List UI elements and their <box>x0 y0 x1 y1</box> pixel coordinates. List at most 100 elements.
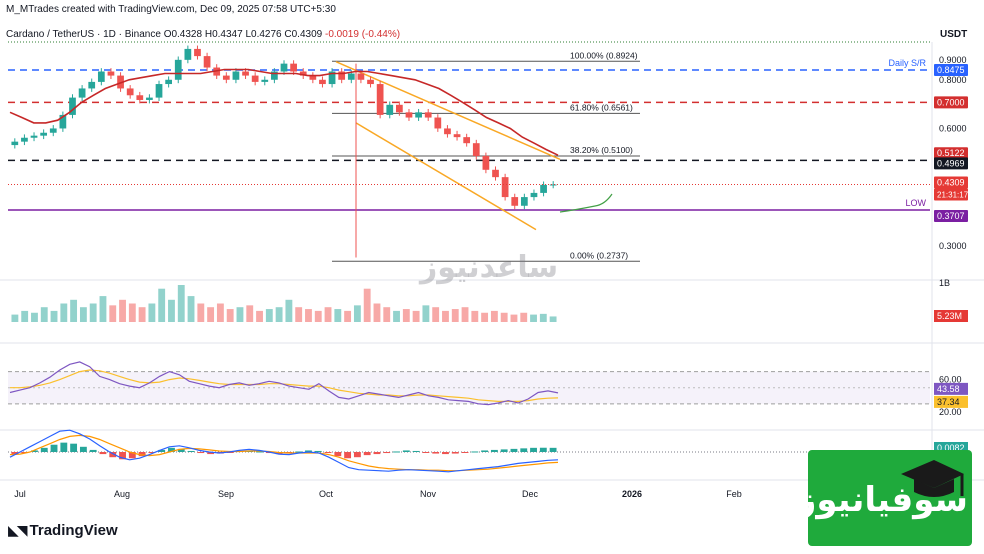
candle-body <box>405 112 413 118</box>
time-axis-tick-7: Feb <box>726 489 742 499</box>
rsi-line <box>9 361 559 406</box>
volume-bar <box>246 305 254 322</box>
volume-tag: 5.23M <box>937 311 962 321</box>
volume-bar <box>256 310 263 322</box>
volume-bar <box>314 310 322 322</box>
candle-body <box>271 71 278 80</box>
volume-bar <box>432 307 440 322</box>
price-tag-5: 21:31:17 <box>937 190 969 199</box>
volume-bar <box>168 299 175 322</box>
price-tag-bg-6 <box>934 209 968 222</box>
fib-label-3: 0.00% (0.2737) <box>570 250 628 260</box>
macd-histogram-bar <box>11 452 19 455</box>
volume-bar <box>471 310 479 322</box>
volume-bar <box>393 310 400 322</box>
rsi-axis-tick-1: 20.00 <box>939 407 962 417</box>
volume-bar <box>539 313 547 322</box>
volume-bar <box>500 312 508 322</box>
candle-body <box>376 84 384 115</box>
macd-histogram-bar <box>393 451 400 453</box>
candle-body <box>117 75 124 89</box>
macd-histogram-bar <box>314 450 322 452</box>
macd-histogram-bar <box>109 452 117 458</box>
volume-bar <box>305 309 312 322</box>
macd-histogram-bar <box>60 442 68 452</box>
tradingview-brand[interactable]: ◣◥ TradingView <box>8 522 118 539</box>
candle-body <box>88 81 96 89</box>
candle-body <box>49 128 57 133</box>
close-value: 0.4309 <box>291 29 323 40</box>
candle-body <box>69 97 76 115</box>
time-axis-tick-2: Sep <box>218 489 234 499</box>
price-tag-bg-0 <box>934 64 968 77</box>
volume-axis-tick: 1B <box>939 278 950 288</box>
high-label: H <box>204 29 213 40</box>
price-tag-6: 0.3707 <box>937 211 965 221</box>
volume-bar <box>373 303 381 322</box>
candle-body <box>396 104 403 113</box>
candle-body <box>40 132 48 136</box>
candle-body <box>453 134 461 138</box>
volume-bar <box>530 314 537 322</box>
volume-bar <box>99 296 107 322</box>
macd-histogram-bar <box>31 450 38 452</box>
macd-histogram-bar <box>148 452 156 454</box>
volume-bar <box>422 305 430 322</box>
macd-histogram-bar <box>207 452 215 455</box>
rsi-axis-tick-0: 60.00 <box>939 375 962 385</box>
candle-body <box>194 48 201 57</box>
volume-tag-bg <box>934 310 968 322</box>
macd-histogram-bar <box>530 447 537 452</box>
candle-body <box>299 71 307 76</box>
candle-body <box>203 56 211 68</box>
price-axis-tick-2: 0.6000 <box>939 123 967 133</box>
fib-label-1: 61.80% (0.6561) <box>570 102 633 112</box>
candle-body <box>347 73 355 80</box>
price-tag-0: 0.8475 <box>937 65 965 75</box>
macd-histogram-bar <box>305 450 312 452</box>
price-tag-bg-1 <box>934 96 968 109</box>
channel-upper-line <box>335 61 561 161</box>
candle-body <box>107 71 115 76</box>
candle-body <box>11 141 19 146</box>
low-label: L <box>245 29 252 40</box>
candle-body <box>501 177 509 198</box>
candle-body <box>319 79 326 85</box>
candle-body <box>97 71 105 82</box>
volume-bar <box>79 307 87 322</box>
tradingview-brand-text: TradingView <box>29 522 118 539</box>
candle-body <box>424 112 432 118</box>
candle-body <box>530 192 538 198</box>
candle-body <box>280 63 288 72</box>
candle-body <box>232 71 240 80</box>
candle-body <box>520 197 528 206</box>
macd-histogram-bar <box>89 449 97 452</box>
rsi-tag-0: 43.58 <box>937 384 960 394</box>
candle-body <box>30 135 38 138</box>
currency-label[interactable]: USDT <box>940 29 968 40</box>
candle-body <box>146 97 153 100</box>
volume-bar <box>50 310 58 322</box>
time-axis-tick-3: Oct <box>319 489 334 499</box>
volume-bar <box>109 305 117 322</box>
fib-label-2: 38.20% (0.5100) <box>570 145 633 155</box>
candle-body <box>386 104 394 115</box>
volume-bar <box>285 299 293 322</box>
macd-histogram-bar <box>451 452 459 454</box>
price-axis-tick-3: 0.3000 <box>939 241 967 251</box>
graduation-cap-icon <box>901 460 964 497</box>
candle-body <box>59 114 67 129</box>
candle-body <box>309 75 317 80</box>
time-axis-tick-5: Dec <box>522 489 539 499</box>
macd-histogram-bar <box>344 452 352 459</box>
rsi-tag-1: 37.34 <box>937 397 960 407</box>
macd-histogram-bar <box>99 452 107 455</box>
macd-histogram-bar <box>353 452 361 458</box>
volume-bar <box>148 303 156 322</box>
macd-histogram-bar <box>138 452 146 457</box>
macd-histogram-bar <box>363 452 371 456</box>
candle-body <box>328 71 336 85</box>
rsi-tag-bg-1 <box>934 395 968 408</box>
macd-histogram-bar <box>177 448 185 452</box>
